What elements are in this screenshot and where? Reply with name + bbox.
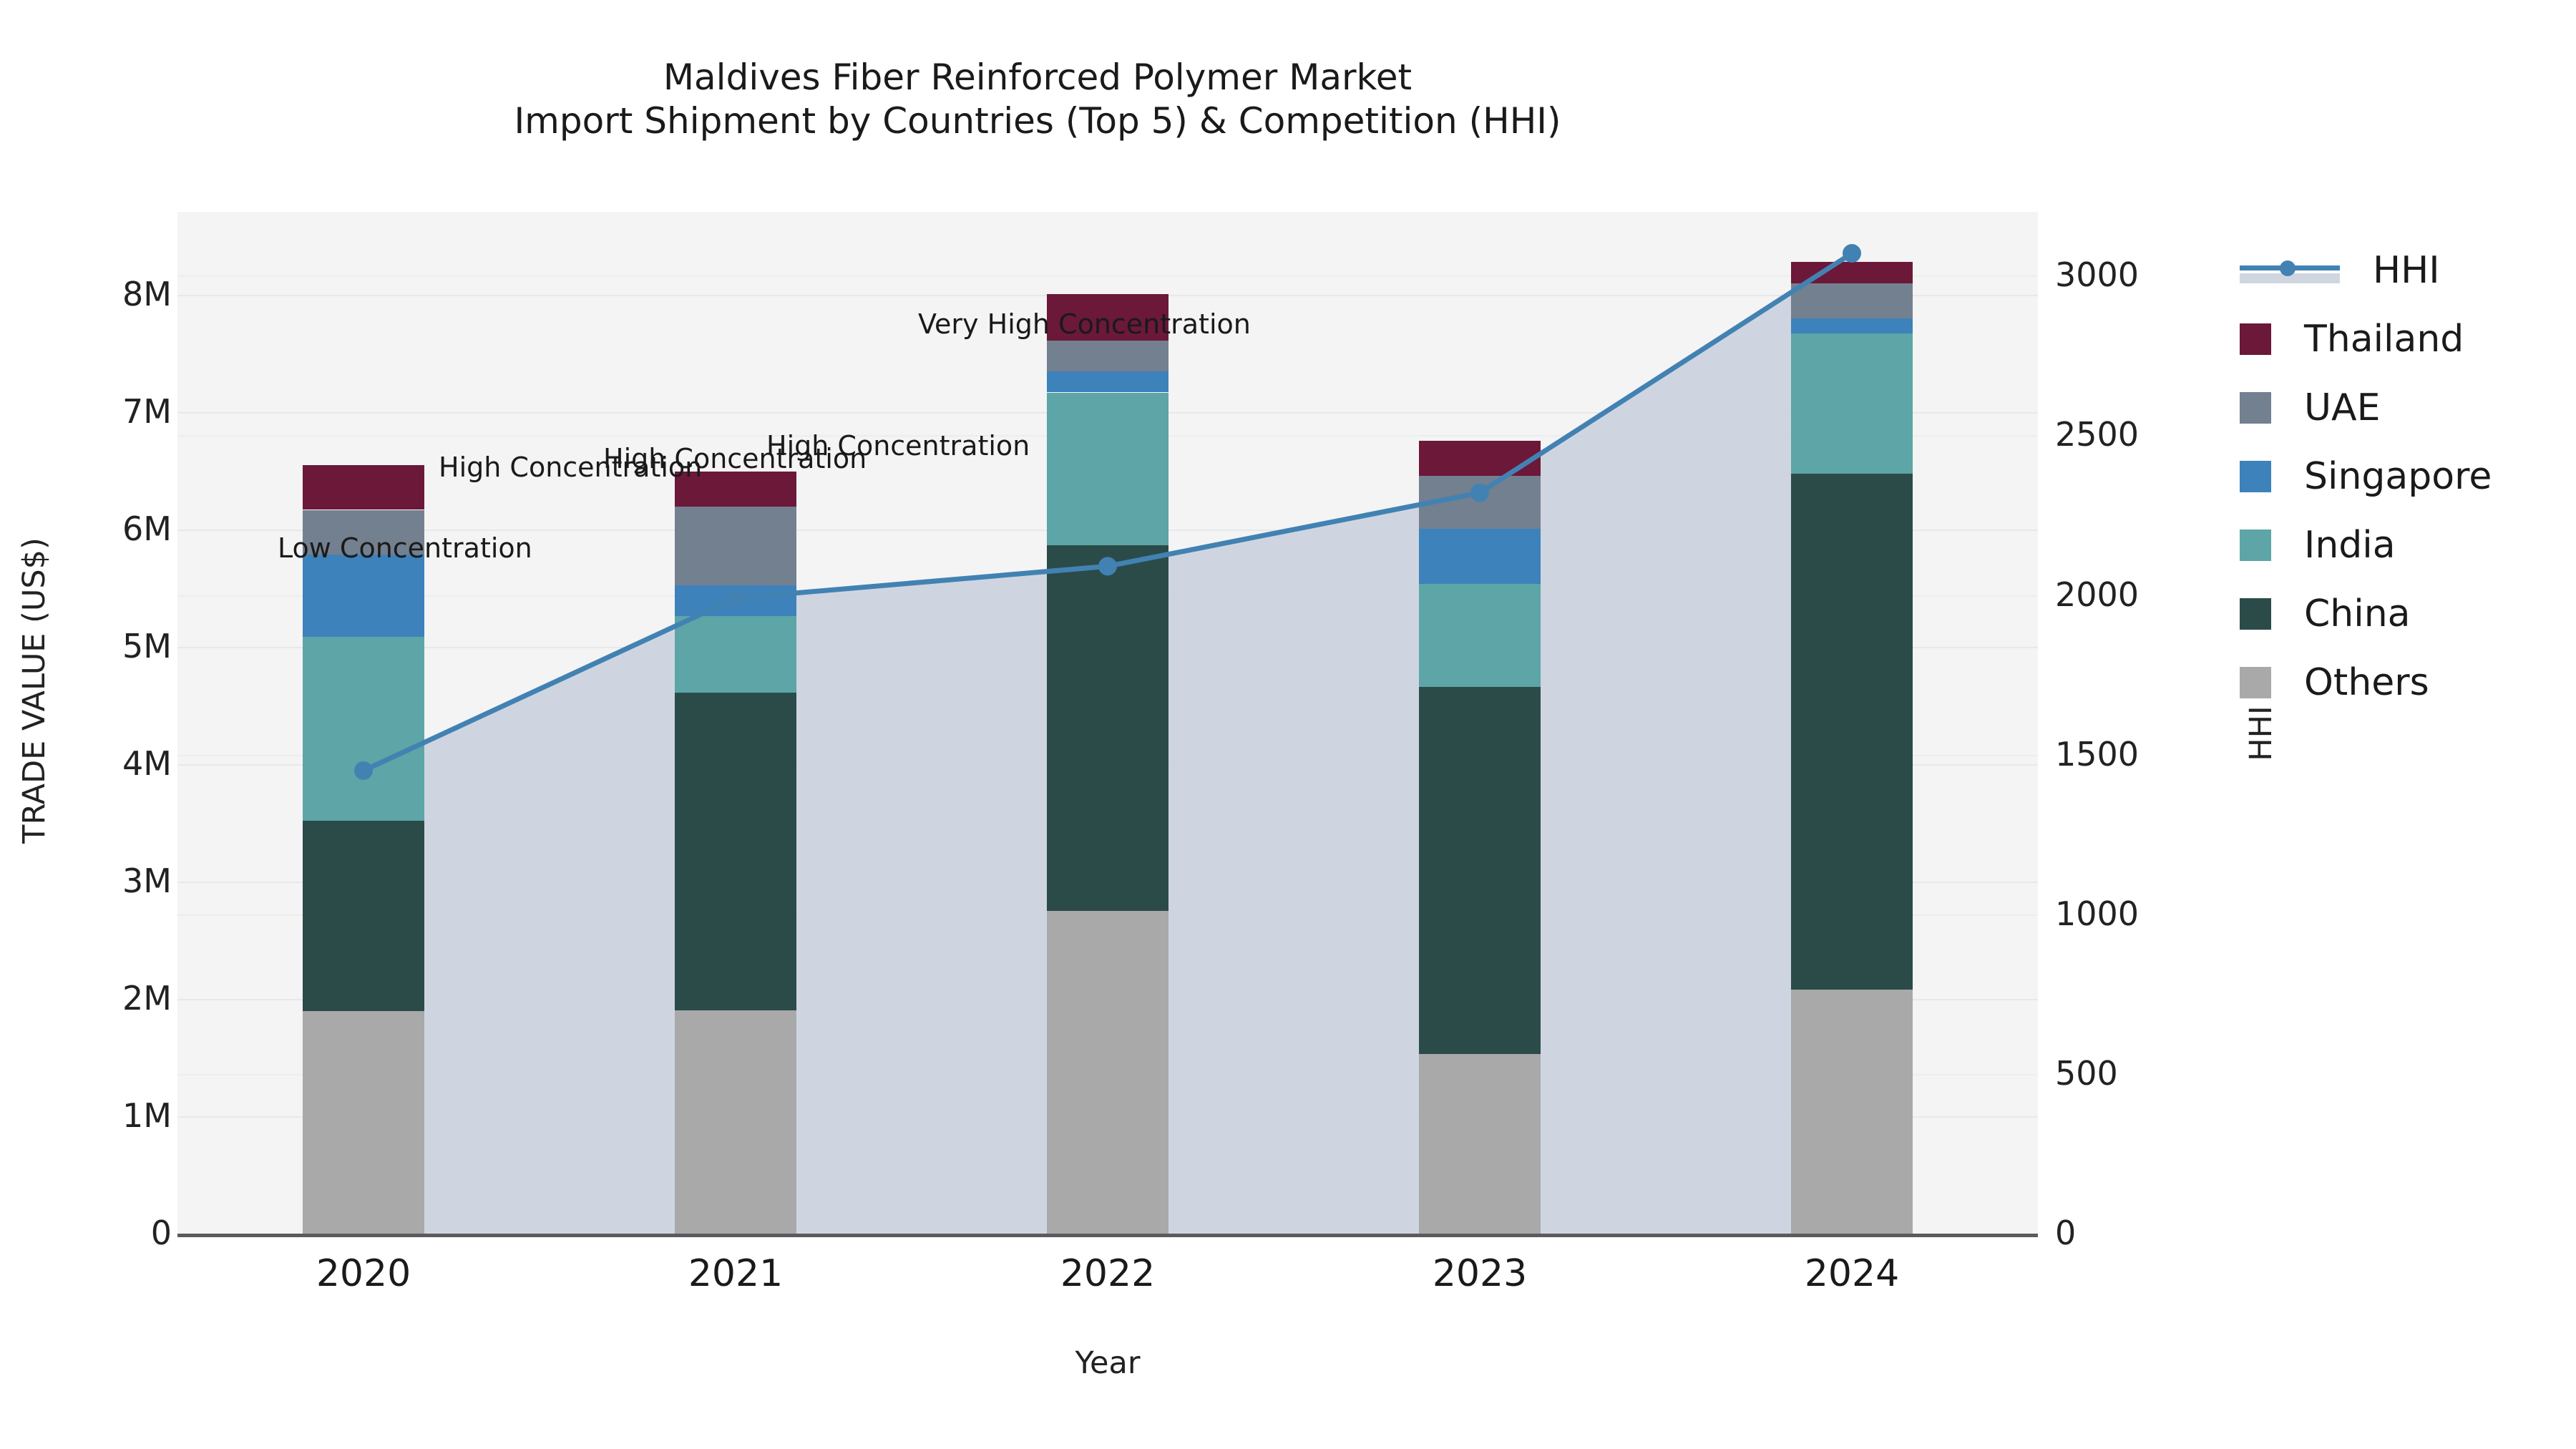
legend-color-swatch: [2240, 667, 2271, 698]
legend-item-singapore[interactable]: Singapore: [2240, 442, 2492, 511]
y-axis-title: TRADE VALUE (US$): [16, 537, 52, 844]
legend-color-swatch: [2240, 530, 2271, 561]
x-tick-label-2020: 2020: [316, 1252, 411, 1295]
gridline-minor: [177, 275, 2038, 278]
hhi-line-path: [354, 244, 1861, 780]
bar-segment-others[interactable]: [675, 1010, 796, 1235]
y2-tick-label: 3000: [2055, 255, 2140, 295]
hhi-annotation: High Concentration: [439, 452, 703, 483]
y-tick-label: 6M: [122, 509, 172, 548]
bar-group-2023[interactable]: [1419, 213, 1541, 1235]
bar-group-2024[interactable]: [1791, 213, 1913, 1235]
bar-segment-china[interactable]: [303, 821, 424, 1011]
bar-group-2020[interactable]: [303, 213, 424, 1235]
y2-tick-label: 2000: [2055, 575, 2140, 614]
legend-item-uae[interactable]: UAE: [2240, 374, 2492, 442]
x-axis-line: [177, 1234, 2038, 1237]
page-title: Maldives Fiber Reinforced Polymer Market…: [0, 56, 2075, 143]
bar-segment-uae[interactable]: [303, 509, 424, 555]
bar-segment-uae[interactable]: [1047, 341, 1169, 371]
hhi-marker-2023[interactable]: [1470, 483, 1489, 502]
bar-segment-china[interactable]: [1791, 473, 1913, 990]
hhi-annotation: High Concentration: [766, 430, 1030, 462]
bar-group-2021[interactable]: [675, 213, 796, 1235]
bar-segment-singapore[interactable]: [1791, 318, 1913, 334]
bar-segment-india[interactable]: [675, 615, 796, 693]
hhi-marker-2022[interactable]: [1098, 557, 1117, 576]
legend-item-others[interactable]: Others: [2240, 648, 2492, 717]
legend-color-swatch: [2240, 323, 2271, 355]
legend-area-swatch: [2240, 273, 2340, 283]
hhi-annotation: High Concentration: [603, 443, 867, 474]
y2-axis-ticks: 0 500 1000 1500 2000 2500 3000: [2055, 0, 2234, 1449]
legend-item-hhi[interactable]: HHI: [2240, 236, 2492, 305]
bar-segment-india[interactable]: [303, 636, 424, 821]
bar-segment-thailand[interactable]: [675, 472, 796, 507]
legend-item-label: India: [2304, 524, 2396, 567]
bar-segment-india[interactable]: [1047, 392, 1169, 545]
legend-color-swatch: [2240, 461, 2271, 492]
legend-item-thailand[interactable]: Thailand: [2240, 305, 2492, 374]
legend-item-label: Others: [2304, 661, 2429, 704]
chart-title-line-2: Import Shipment by Countries (Top 5) & C…: [514, 100, 1561, 142]
legend-item-label: UAE: [2304, 386, 2381, 429]
y2-tick-label: 0: [2055, 1214, 2077, 1252]
y-axis-ticks: 0 1M 2M 3M 4M 5M 6M 7M 8M: [0, 0, 172, 1449]
bar-segment-others[interactable]: [1047, 911, 1169, 1235]
y-tick-label: 2M: [122, 979, 172, 1018]
legend: HHI Thailand UAE Singapore India China Others: [2240, 236, 2492, 717]
y-tick-label: 8M: [122, 275, 172, 313]
y-tick-label: 7M: [122, 392, 172, 431]
bar-segment-others[interactable]: [303, 1010, 424, 1235]
hhi-marker-2020[interactable]: [354, 761, 373, 780]
bar-segment-china[interactable]: [1047, 545, 1169, 912]
bar-segment-india[interactable]: [1791, 333, 1913, 474]
hhi-marker-2021[interactable]: [726, 588, 745, 608]
y2-tick-label: 500: [2055, 1053, 2118, 1093]
y2-tick-label: 1500: [2055, 734, 2140, 774]
plot-area: [177, 212, 2038, 1235]
bar-segment-others[interactable]: [1791, 990, 1913, 1235]
y-tick-label: 0: [150, 1214, 172, 1252]
legend-item-label: China: [2304, 592, 2411, 635]
hhi-marker-2024[interactable]: [1843, 244, 1861, 263]
legend-item-label: Thailand: [2304, 318, 2464, 361]
y2-tick-label: 1000: [2055, 894, 2140, 933]
legend-color-swatch: [2240, 392, 2271, 424]
legend-line-marker-icon: [2240, 255, 2340, 286]
x-axis-title: Year: [1075, 1345, 1141, 1381]
hhi-annotation: Low Concentration: [278, 532, 532, 564]
y-tick-label: 5M: [122, 627, 172, 665]
bar-group-2022[interactable]: [1047, 213, 1169, 1235]
y-tick-label: 4M: [122, 744, 172, 783]
legend-item-label: HHI: [2373, 249, 2440, 292]
bar-segment-uae[interactable]: [1791, 283, 1913, 319]
legend-dot-icon: [2280, 260, 2296, 276]
bar-segment-thailand[interactable]: [303, 465, 424, 510]
y-tick-label: 3M: [122, 862, 172, 900]
x-tick-label-2023: 2023: [1432, 1252, 1528, 1295]
bar-segment-singapore[interactable]: [303, 554, 424, 637]
x-tick-label-2024: 2024: [1804, 1252, 1900, 1295]
legend-color-swatch: [2240, 598, 2271, 630]
x-tick-label-2021: 2021: [688, 1252, 784, 1295]
hhi-annotation: Very High Concentration: [918, 308, 1251, 340]
bar-segment-thailand[interactable]: [1047, 293, 1169, 341]
bar-segment-others[interactable]: [1419, 1054, 1541, 1235]
bar-segment-uae[interactable]: [675, 507, 796, 586]
y2-tick-label: 2500: [2055, 415, 2140, 454]
legend-item-china[interactable]: China: [2240, 580, 2492, 648]
legend-item-india[interactable]: India: [2240, 511, 2492, 580]
legend-item-label: Singapore: [2304, 455, 2492, 498]
bar-segment-singapore[interactable]: [1047, 371, 1169, 393]
bar-segment-singapore[interactable]: [1419, 528, 1541, 584]
bar-segment-thailand[interactable]: [1419, 440, 1541, 476]
chart-title-line-1: Maldives Fiber Reinforced Polymer Market: [663, 57, 1413, 98]
y-tick-label: 1M: [122, 1096, 172, 1135]
bar-segment-india[interactable]: [1419, 583, 1541, 688]
bar-segment-china[interactable]: [675, 692, 796, 1010]
bar-segment-china[interactable]: [1419, 687, 1541, 1055]
x-tick-label-2022: 2022: [1060, 1252, 1156, 1295]
